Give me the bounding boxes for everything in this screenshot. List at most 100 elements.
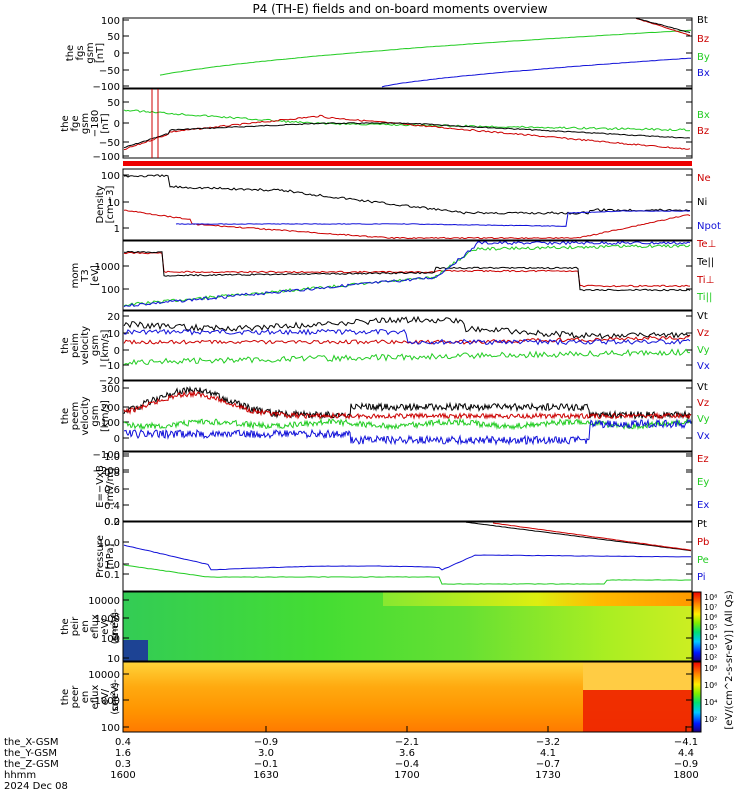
legend-label: Bt [697, 15, 708, 26]
x-tick-label: 4.4 [678, 748, 694, 759]
y-tick-label: 0 [114, 434, 120, 445]
y-axis-label: peir [70, 616, 81, 636]
y-tick-label: 100 [101, 634, 120, 645]
y-tick-label: 1000 [95, 262, 120, 273]
y-tick-label: 1 [114, 224, 120, 235]
y-axis-label: T3 [80, 269, 91, 282]
legend-label: Vz [697, 398, 709, 409]
fge-Bt-trace [123, 122, 691, 149]
y-axis-label: [eV] [90, 265, 101, 286]
peim-Vz-trace [123, 334, 691, 345]
legend-label: Te|| [696, 257, 714, 268]
x-row-label: 2024 Dec 08 [4, 781, 68, 792]
y-tick-label: 0.0 [104, 517, 120, 528]
y-tick-label: 100 [101, 16, 120, 27]
By-trace [159, 29, 692, 76]
y-axis-label: (cm²-s- [110, 608, 121, 644]
y-axis-label: the [60, 408, 71, 424]
legend-label: Vz [697, 328, 709, 339]
y-axis-label: gsm [80, 113, 91, 134]
y-axis-label: velocity [80, 326, 91, 365]
y-tick-label: 10000 [88, 596, 120, 607]
x-row-label: hhmm [4, 770, 36, 781]
flag-bar [123, 161, 692, 166]
Ne-trace [123, 209, 691, 240]
y-axis-label: [km/s] [100, 329, 111, 361]
y-axis-label: [nPa] [105, 543, 116, 569]
colorbar-ions [692, 591, 702, 662]
y-axis-label: Density [95, 185, 106, 223]
legend-label: Npot [697, 221, 721, 232]
colorbar-tick-label: 10⁸ [704, 593, 717, 602]
legend-label: Vy [697, 414, 710, 425]
traces-group [123, 17, 692, 585]
legend-label: Vx [697, 431, 710, 442]
fge-Bz-trace [123, 114, 691, 151]
colorbar-tick-label: 10² [704, 653, 717, 662]
legend-label: Bz [697, 34, 709, 45]
x-tick-label: 1630 [253, 770, 278, 781]
y-tick-label: 1000 [95, 696, 120, 707]
Te-perp-trace [123, 251, 691, 288]
x-tick-label: −0.4 [395, 759, 419, 770]
y-axis-label: sr-eV) [110, 682, 121, 711]
y-axis-label: peem [70, 402, 81, 430]
y-tick-label: 100 [101, 418, 120, 429]
y-axis-label: [nT] [100, 113, 111, 133]
x-tick-label: 1700 [394, 770, 419, 781]
colorbar-electrons [692, 661, 702, 733]
y-axis-label: the [60, 689, 71, 705]
x-tick-label: −0.1 [254, 759, 278, 770]
x-tick-label: −2.1 [395, 737, 419, 748]
x-row-label: the_Y-GSM [4, 748, 57, 759]
panel-frame [122, 380, 693, 452]
legend-label: Ne [697, 173, 711, 184]
x-tick-label: 4.1 [540, 748, 556, 759]
y-axis-label: [cm−3] [105, 186, 116, 224]
y-axis-label: the [60, 618, 71, 634]
y-tick-label: 0.8 [104, 468, 120, 479]
y-axis-label: en [80, 620, 91, 633]
legend-label: By [697, 52, 710, 63]
Pe-trace [123, 564, 691, 585]
y-axis-label: peim [70, 333, 81, 358]
y-tick-label: 100 [101, 723, 120, 734]
colorbar-tick-label: 10² [704, 715, 717, 724]
y-axis-label: mom [70, 263, 81, 289]
y-tick-label: 50 [107, 32, 120, 43]
chart-title: P4 (TH-E) fields and on-board moments ov… [252, 2, 547, 16]
panel-frame [122, 451, 693, 522]
legend-label: Ex [697, 500, 709, 511]
ion-spectrogram-high-energy [383, 592, 692, 606]
peim-Vx-trace [123, 328, 691, 346]
y-axis-label: eflux [90, 614, 101, 639]
y-tick-label: 100 [101, 285, 120, 296]
y-tick-label: 0.2 [104, 517, 120, 528]
y-tick-label: 300 [101, 384, 120, 395]
Ni-trace [123, 174, 690, 215]
Pt-trace [465, 521, 692, 552]
panel-frame [122, 168, 693, 241]
Pb-trace [492, 522, 692, 551]
legend-label: Te⊥ [696, 239, 716, 250]
y-tick-label: 1.0 [104, 452, 120, 463]
legend-label: Vt [697, 311, 708, 322]
x-tick-label: 3.0 [258, 748, 274, 759]
legend-label: Pi [697, 572, 706, 583]
legend-label: Ez [697, 454, 709, 465]
y-tick-label: −50 [99, 66, 120, 77]
y-tick-label: 1.0 [104, 560, 120, 571]
peem-Vx-trace [123, 418, 692, 446]
y-axis-label: the [65, 45, 76, 61]
legend-label: Vx [697, 361, 710, 372]
y-axis-label: eflux [90, 685, 101, 710]
y-tick-label: 0.4 [104, 501, 120, 512]
y-axis-label: sr-eV) [110, 612, 121, 641]
y-axis-label: gsm [90, 405, 101, 426]
y-axis-label: gsm [85, 42, 96, 63]
peim-Vt-trace [123, 315, 691, 340]
colorbar-tick-label: 10⁶ [704, 681, 717, 690]
x-tick-label: 0.3 [115, 759, 131, 770]
fge-Bx-trace [123, 109, 691, 132]
